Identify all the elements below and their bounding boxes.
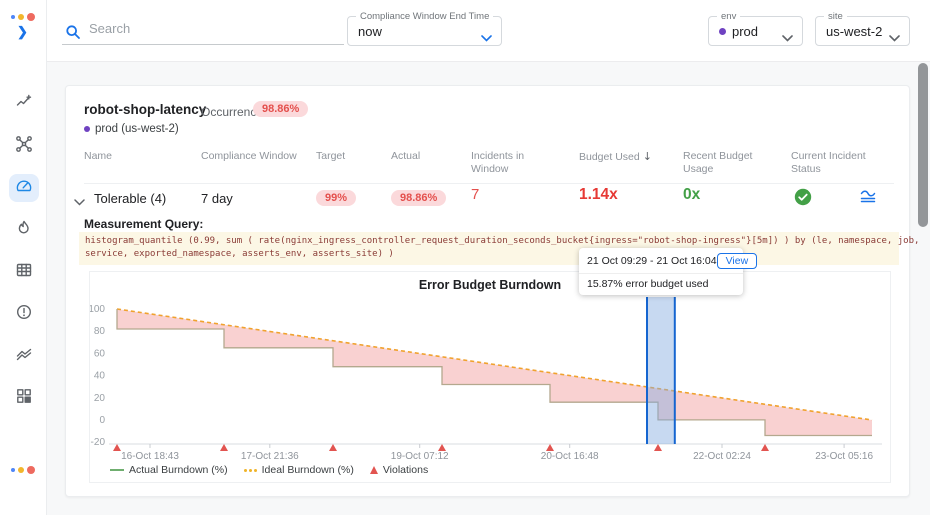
expand-sidebar-icon[interactable]: ❯ xyxy=(17,24,28,39)
insights-icon xyxy=(15,93,33,116)
nav-icons xyxy=(0,90,47,412)
slo-scope: prod (us-west-2) xyxy=(84,123,179,135)
col-header-current-incident-status[interactable]: Current Incident Status xyxy=(791,150,866,175)
burndown-chart-toggle-icon[interactable] xyxy=(859,189,877,209)
svg-text:23-Oct 05:16: 23-Oct 05:16 xyxy=(815,451,873,462)
col-header-actual[interactable]: Actual xyxy=(391,150,421,162)
topology-icon xyxy=(15,135,33,158)
svg-text:-20: -20 xyxy=(91,437,106,448)
search-input[interactable] xyxy=(89,21,344,36)
view-incident-button[interactable]: View xyxy=(716,253,758,269)
header-divider xyxy=(84,183,894,184)
row-collapse-icon[interactable] xyxy=(74,193,85,211)
row-compliance-window: 7 day xyxy=(201,191,233,206)
search-underline xyxy=(62,44,344,45)
status-ok-icon xyxy=(794,188,812,211)
brand-logo xyxy=(11,13,35,21)
sidebar-item-incidents[interactable] xyxy=(9,216,39,244)
sidebar-item-table[interactable] xyxy=(9,258,39,286)
sidebar-item-widgets[interactable] xyxy=(9,384,39,412)
svg-text:60: 60 xyxy=(94,348,106,359)
sidebar-item-slo-dashboard[interactable] xyxy=(8,174,39,202)
col-header-recent-budget-usage[interactable]: Recent Budget Usage xyxy=(683,150,753,175)
row-budget-used: 1.14x xyxy=(579,186,618,203)
row-name[interactable]: Tolerable (4) xyxy=(94,191,167,206)
alert-circle-icon xyxy=(15,303,33,326)
slo-type-label: Occurrence xyxy=(201,105,264,119)
query-line-1: histogram_quantile (0.99, sum ( rate(ngi… xyxy=(85,236,920,246)
legend-actual[interactable]: Actual Burndown (%) xyxy=(110,464,228,476)
col-header-budget-used[interactable]: Budget Used ↓ xyxy=(579,150,652,163)
env-label: env xyxy=(717,11,741,22)
site-value: us-west-2 xyxy=(826,24,883,39)
query-line-2: service, exported_namespace, asserts_env… xyxy=(85,249,394,259)
sidebar-item-alerts[interactable] xyxy=(9,300,39,328)
row-incidents-count[interactable]: 7 xyxy=(471,186,480,203)
sidebar-item-topology[interactable] xyxy=(9,132,39,160)
gauge-icon xyxy=(15,177,33,200)
incident-time-range: 21 Oct 09:29 - 21 Oct 16:04 xyxy=(587,255,717,267)
svg-text:40: 40 xyxy=(94,371,106,382)
chevron-down-icon xyxy=(782,29,793,47)
slo-title: robot-shop-latency xyxy=(84,102,207,117)
slo-actual-badge: 98.86% xyxy=(253,101,309,117)
green-line-marker xyxy=(110,469,124,471)
sidebar-item-trends[interactable] xyxy=(9,342,39,370)
svg-text:20: 20 xyxy=(94,393,106,404)
col-header-compliance-window[interactable]: Compliance Window xyxy=(201,150,297,162)
compliance-window-label: Compliance Window End Time xyxy=(356,11,494,22)
svg-text:0: 0 xyxy=(99,415,105,426)
main-content: robot-shop-latency Occurrence 98.86% pro… xyxy=(47,62,930,515)
top-bar: Compliance Window End Time now env prod … xyxy=(47,0,930,62)
col-header-incidents[interactable]: Incidents in Window xyxy=(471,150,525,175)
env-select[interactable]: env prod xyxy=(708,11,803,47)
chart-legend: Actual Burndown (%) Ideal Burndown (%) V… xyxy=(110,464,428,476)
col-header-target[interactable]: Target xyxy=(316,150,346,162)
sidebar-item-insights[interactable] xyxy=(9,90,39,118)
slo-card: robot-shop-latency Occurrence 98.86% pro… xyxy=(65,85,920,497)
row-target-badge: 99% xyxy=(316,190,357,206)
flame-icon xyxy=(15,219,33,242)
site-label: site xyxy=(824,11,847,22)
row-actual-badge: 98.86% xyxy=(391,190,447,206)
left-nav-rail: ❯ xyxy=(0,0,47,515)
search-icon xyxy=(65,24,81,45)
svg-text:19-Oct 07:12: 19-Oct 07:12 xyxy=(391,451,449,462)
svg-text:17-Oct 21:36: 17-Oct 21:36 xyxy=(241,451,299,462)
measurement-query-label: Measurement Query: xyxy=(84,217,204,231)
legend-ideal[interactable]: Ideal Burndown (%) xyxy=(243,464,354,476)
incident-tooltip: 21 Oct 09:29 - 21 Oct 16:04 View 15.87% … xyxy=(579,248,758,295)
compliance-window-select[interactable]: Compliance Window End Time now xyxy=(347,11,502,47)
widgets-icon xyxy=(15,387,33,410)
env-status-dot xyxy=(719,28,726,35)
chevron-down-icon xyxy=(889,29,900,47)
svg-text:16-Oct 18:43: 16-Oct 18:43 xyxy=(121,451,179,462)
table-icon xyxy=(15,261,33,284)
svg-text:80: 80 xyxy=(94,326,106,337)
chevron-down-icon xyxy=(481,29,492,47)
legend-violations[interactable]: Violations xyxy=(369,464,428,476)
env-dot-icon xyxy=(84,126,90,132)
vertical-scrollbar[interactable] xyxy=(918,63,928,227)
brand-logo-footer xyxy=(11,466,35,474)
chart-title: Error Budget Burndown xyxy=(418,278,562,292)
red-triangle-marker xyxy=(369,466,378,474)
trend-lines-icon xyxy=(15,345,33,368)
incident-budget-detail: 15.87% error budget used xyxy=(587,278,709,290)
sort-desc-icon[interactable]: ↓ xyxy=(642,150,652,163)
burndown-chart-panel: Error Budget Burndown 100 80 60 40 20 0 -20 16-… xyxy=(89,271,891,483)
svg-text:100: 100 xyxy=(90,304,105,315)
orange-dots-marker xyxy=(243,468,257,472)
site-select[interactable]: site us-west-2 xyxy=(815,11,910,47)
env-value: prod xyxy=(732,24,759,39)
row-recent-budget-usage: 0x xyxy=(683,186,701,203)
compliance-window-value: now xyxy=(358,24,382,39)
svg-text:22-Oct 02:24: 22-Oct 02:24 xyxy=(693,451,751,462)
col-header-name[interactable]: Name xyxy=(84,150,113,162)
burndown-chart[interactable]: 100 80 60 40 20 0 -20 16-Oct 18:43 17-Oct 21:36 1… xyxy=(90,294,892,462)
svg-text:20-Oct 16:48: 20-Oct 16:48 xyxy=(541,451,599,462)
measurement-query-box: histogram_quantile (0.99, sum ( rate(ngi… xyxy=(79,232,920,265)
